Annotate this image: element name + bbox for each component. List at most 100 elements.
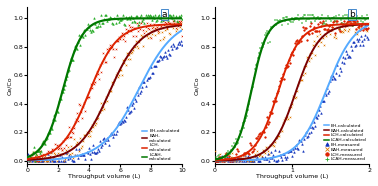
Point xyxy=(316,17,322,20)
Point xyxy=(34,154,40,157)
Point xyxy=(360,44,366,47)
Point xyxy=(299,34,305,37)
Point xyxy=(238,155,244,158)
Point xyxy=(103,95,109,98)
Point xyxy=(284,15,290,18)
Point xyxy=(137,28,143,31)
Point xyxy=(353,43,359,46)
Point xyxy=(223,159,229,162)
Point xyxy=(286,106,292,109)
Point xyxy=(44,151,50,154)
Point xyxy=(244,159,250,162)
Point xyxy=(286,59,292,62)
Point xyxy=(79,117,85,120)
Point xyxy=(339,60,345,63)
Point xyxy=(365,26,371,29)
Point xyxy=(239,136,245,139)
Point xyxy=(301,14,307,17)
Point xyxy=(50,150,56,153)
Point xyxy=(315,22,321,25)
Point xyxy=(223,155,229,158)
Point xyxy=(332,77,338,80)
Point xyxy=(160,20,166,23)
Point xyxy=(85,25,91,28)
Point xyxy=(330,74,336,77)
Point xyxy=(107,16,113,19)
Point xyxy=(47,131,53,134)
Point xyxy=(297,16,304,19)
Point xyxy=(62,159,68,162)
Point xyxy=(115,75,121,78)
Point xyxy=(67,153,73,155)
Point xyxy=(297,79,304,82)
Point xyxy=(223,156,229,159)
Point xyxy=(109,132,115,135)
Point xyxy=(276,20,282,23)
Point xyxy=(328,29,335,32)
Point xyxy=(57,143,63,146)
Point xyxy=(53,144,59,147)
Point xyxy=(85,96,91,99)
Point xyxy=(240,158,246,161)
Point xyxy=(217,153,223,155)
Point xyxy=(241,159,247,162)
Point xyxy=(124,31,130,34)
Point xyxy=(90,126,96,129)
Point xyxy=(321,44,327,46)
Point xyxy=(44,159,50,162)
Point xyxy=(251,157,257,160)
Point xyxy=(73,117,79,120)
Point xyxy=(137,37,143,40)
Point xyxy=(332,32,338,35)
Point xyxy=(338,19,344,22)
Point xyxy=(168,15,174,18)
Point xyxy=(250,86,256,89)
Point xyxy=(169,25,175,28)
Point xyxy=(42,155,48,158)
Point xyxy=(132,97,138,100)
Point xyxy=(143,14,149,17)
Point xyxy=(345,29,351,32)
Point xyxy=(301,138,307,141)
Point xyxy=(327,80,333,83)
Point xyxy=(332,20,338,23)
Point xyxy=(122,57,128,60)
Point xyxy=(351,40,357,43)
Point xyxy=(344,14,350,17)
Point xyxy=(165,21,171,24)
Point xyxy=(225,158,231,161)
Point xyxy=(167,14,174,17)
Point xyxy=(213,155,219,158)
Point xyxy=(222,152,228,155)
Point xyxy=(343,22,349,25)
Point xyxy=(157,26,163,29)
Point xyxy=(329,16,335,19)
Point xyxy=(313,42,319,45)
Point xyxy=(31,159,37,162)
Point xyxy=(26,159,32,162)
Point xyxy=(174,19,180,22)
Point xyxy=(75,40,81,43)
Point xyxy=(159,58,165,61)
Point xyxy=(57,154,63,157)
Point xyxy=(238,130,244,133)
Point xyxy=(245,154,251,157)
Point xyxy=(26,159,33,162)
Point xyxy=(317,33,323,36)
Point xyxy=(306,132,312,135)
Point xyxy=(292,146,298,149)
Point xyxy=(290,94,296,97)
Point xyxy=(47,157,53,160)
Point xyxy=(333,15,339,17)
Point xyxy=(361,16,367,19)
Point xyxy=(85,132,91,135)
Point xyxy=(357,44,363,47)
Point xyxy=(262,152,268,155)
Point xyxy=(354,32,360,35)
Point xyxy=(234,159,240,162)
Point xyxy=(156,14,162,17)
Point xyxy=(348,23,354,26)
Point xyxy=(132,21,138,24)
Point xyxy=(289,50,295,53)
Point xyxy=(151,29,157,32)
